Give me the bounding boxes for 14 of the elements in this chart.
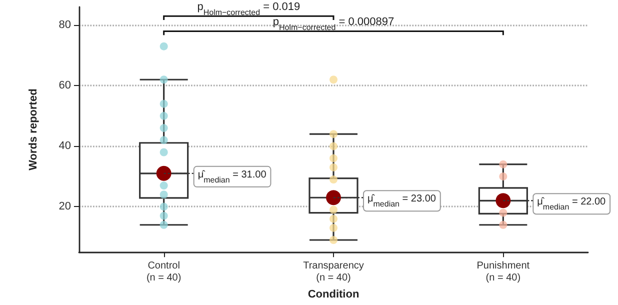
annotation: μ̂$_{median}$ = 22.00 [537,196,606,212]
annotation: p$_{Holm−corrected}$ = 0.000897 [272,16,394,32]
annotation: μ̂$_{median}$ = 23.00 [368,194,436,208]
x-axis-title: Condition [308,288,360,300]
x-tick-label: Punishment (n = 40) [476,260,530,284]
annotation: p$_{Holm−corrected}$ = 0.019 [197,1,300,17]
x-tick-label: Control (n = 40) [146,260,182,284]
y-tick-label: 40 [58,140,71,152]
y-tick-label: 20 [58,200,71,213]
y-tick-label: 80 [58,19,71,32]
y-tick-label: 60 [58,80,71,92]
x-tick-label: Transparency (n = 40) [303,260,364,284]
annotation: μ̂$_{median}$ = 31.00 [198,169,267,184]
y-axis-title: Words reported [28,88,40,170]
